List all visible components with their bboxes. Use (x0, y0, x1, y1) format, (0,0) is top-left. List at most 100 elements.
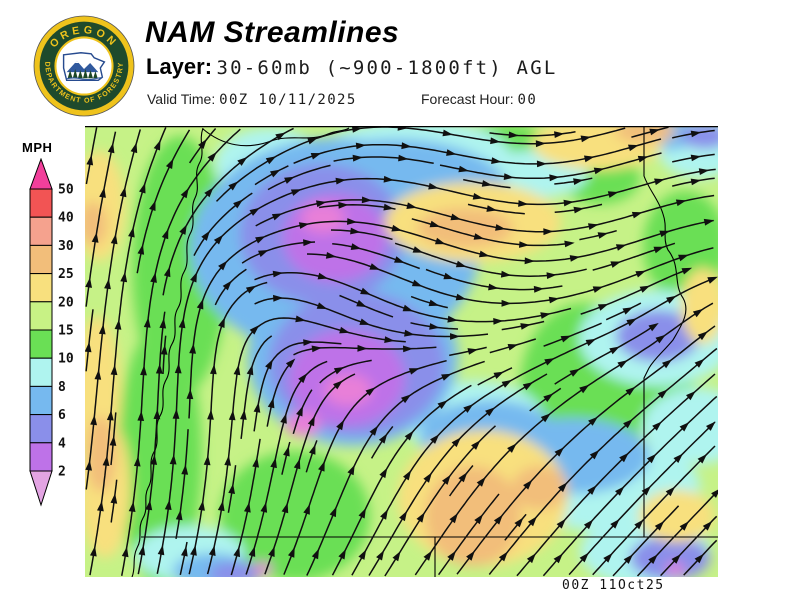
streamline-arrowhead (280, 413, 287, 424)
streamline-arrowhead (473, 233, 485, 240)
streamline-arrowhead (347, 218, 358, 225)
streamline-arrowhead (380, 509, 388, 520)
streamline (368, 373, 548, 576)
streamline-arrowhead (580, 135, 591, 143)
streamline-arrowhead (435, 237, 446, 245)
streamline-arrowhead (679, 422, 690, 432)
streamline-arrowhead (697, 454, 707, 464)
streamline-arrowhead (597, 232, 609, 239)
streamline-arrowhead (198, 139, 207, 149)
streamline-arrowhead (218, 260, 228, 271)
streamline-arrowhead (597, 304, 609, 311)
streamline-arrowhead (307, 415, 315, 427)
streamline-arrowhead (133, 456, 141, 467)
streamline-arrowhead (471, 440, 481, 450)
streamline (449, 346, 487, 357)
streamline-arrowhead (450, 333, 460, 340)
streamline-arrowhead (554, 447, 564, 457)
streamline-arrowhead (622, 307, 633, 315)
streamline-arrowhead (281, 502, 289, 514)
streamline-arrowhead (654, 178, 665, 186)
streamline (529, 387, 562, 412)
streamline-arrowhead (159, 318, 167, 329)
streamline-arrowhead (99, 187, 106, 198)
streamline-arrowhead (442, 129, 453, 137)
streamline-arrowhead (360, 287, 371, 295)
streamline-arrowhead (104, 278, 111, 290)
streamline-arrowhead (160, 344, 168, 355)
streamline-arrowhead (298, 222, 310, 229)
streamline-arrowhead (679, 521, 689, 531)
streamline-arrowhead (631, 211, 643, 219)
streamline-arrowhead (553, 553, 563, 564)
streamline-arrowhead (283, 446, 290, 457)
streamline-arrowhead (153, 140, 161, 151)
state-borders (131, 126, 718, 577)
streamline-arrowhead (190, 545, 197, 556)
streamline-arrowhead (217, 500, 225, 512)
wind-speed-blob (85, 202, 107, 246)
forecast-hour-label: Forecast Hour: (421, 91, 514, 107)
streamline-arrowhead (311, 345, 322, 353)
legend-units-label: MPH (22, 140, 53, 155)
streamline-arrowhead (451, 437, 461, 448)
streamline (175, 429, 189, 540)
valid-time-value: 00Z 10/11/2025 (219, 92, 357, 108)
streamline-arrowhead (498, 551, 508, 562)
legend-segment (29, 188, 53, 218)
streamline-arrowhead (609, 346, 620, 355)
streamline-arrowhead (707, 276, 718, 284)
legend-tick-label: 30 (58, 239, 74, 254)
wind-speed-blob (324, 374, 372, 406)
streamline-arrowhead (333, 367, 345, 375)
streamline-arrowheads (85, 126, 718, 564)
streamline-arrowhead (359, 318, 370, 325)
streamline-arrowhead (224, 455, 231, 466)
streamline (293, 138, 662, 165)
streamline-arrowhead (666, 295, 677, 304)
streamline (384, 425, 497, 577)
streamline-arrowhead (163, 266, 171, 278)
streamline-arrowhead (161, 228, 169, 240)
streamline-arrowhead (428, 299, 440, 307)
streamline-arrowhead (449, 513, 458, 524)
streamline-arrowhead (128, 227, 135, 238)
streamline-arrowhead (520, 323, 531, 330)
streamline-arrowhead (560, 335, 572, 343)
wind-speed-blob (639, 490, 715, 542)
streamline-arrowhead (181, 464, 189, 475)
streamline-arrowhead (189, 343, 196, 354)
streamline-arrowhead (467, 348, 478, 355)
streamline-arrowhead (694, 358, 705, 368)
streamline (554, 177, 593, 185)
streamline-arrowhead (218, 317, 225, 328)
streamline-arrowhead (501, 299, 512, 307)
streamline-arrowhead (514, 517, 524, 528)
streamline-arrowhead (428, 182, 439, 190)
streamline-arrowhead (233, 546, 240, 558)
streamline-arrowhead (275, 132, 286, 141)
streamline-arrowhead (519, 241, 530, 248)
streamline-arrowhead (703, 218, 715, 226)
streamline-arrowhead (479, 250, 490, 258)
streamline-arrowhead (285, 358, 296, 368)
legend-segment (29, 216, 53, 246)
streamline-arrowhead (376, 550, 385, 561)
streamline-arrowhead (338, 201, 349, 209)
streamline-arrowhead (358, 549, 367, 560)
streamline-arrowhead (335, 177, 346, 185)
legend-segment (29, 442, 53, 472)
streamline-arrowhead (493, 514, 503, 525)
streamline-arrowhead (120, 271, 128, 283)
streamline-arrowhead (309, 444, 316, 455)
streamline-arrowhead (114, 319, 122, 330)
streamline-arrowhead (430, 434, 440, 444)
streamline-arrowhead (493, 318, 504, 325)
streamline (437, 493, 500, 576)
legend-segment (29, 301, 53, 331)
valid-time-row: Valid Time: 00Z 10/11/2025 (147, 91, 357, 108)
streamline-arrowhead (635, 270, 646, 278)
streamline (612, 505, 680, 577)
streamline-arrowhead (130, 142, 138, 154)
